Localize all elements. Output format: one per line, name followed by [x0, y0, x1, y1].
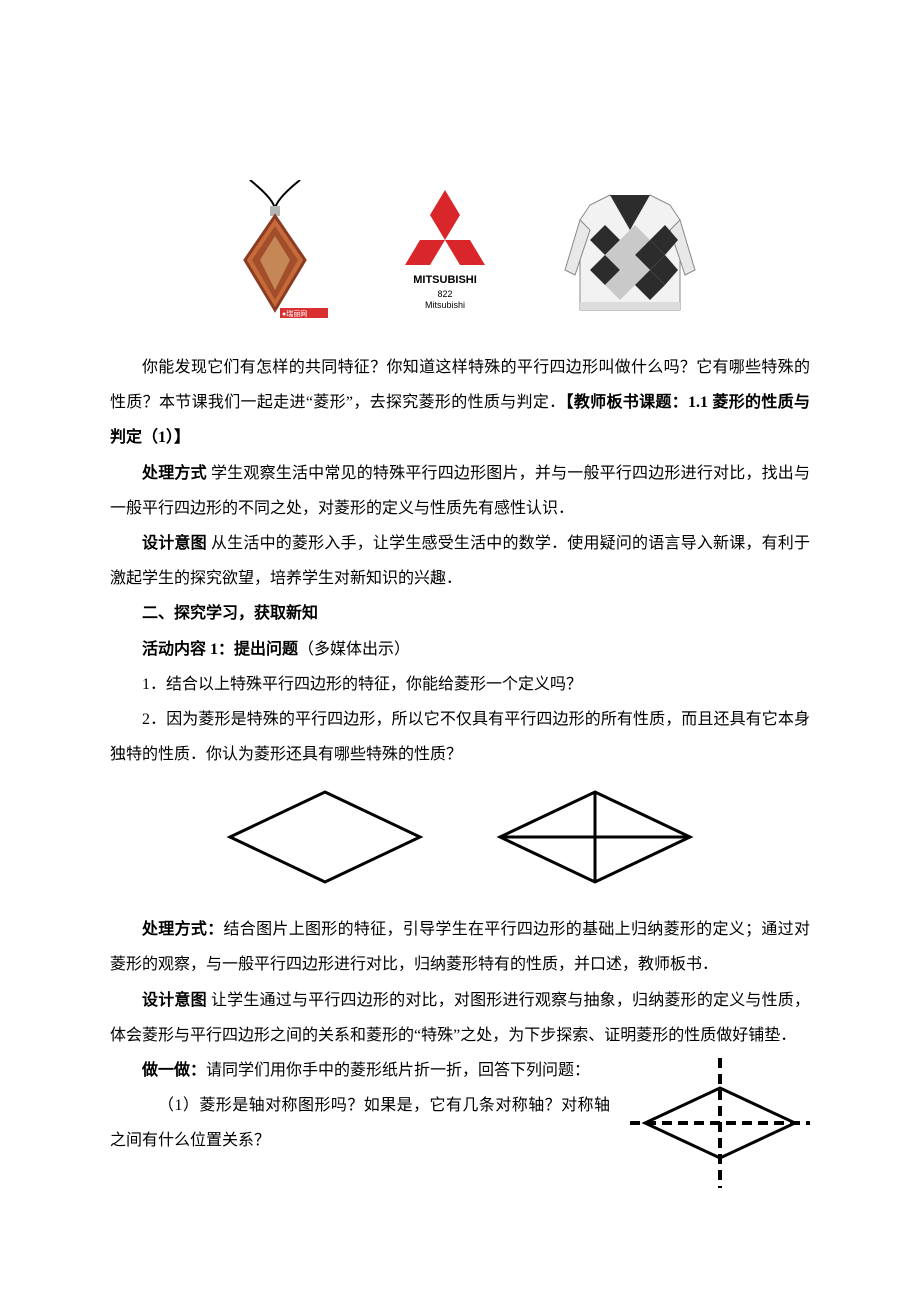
- pendant-image: ●瑞丽网: [220, 180, 330, 320]
- doit-block: 做一做：请同学们用你手中的菱形纸片折一折，回答下列问题： （1）菱形是轴对称图形…: [110, 1053, 810, 1193]
- rhombus-plain: [220, 782, 430, 892]
- proc-text-1: 学生观察生活中常见的特殊平行四边形图片，并与一般平行四边形进行对比，找出与一般平…: [110, 465, 810, 517]
- design-text-1: 从生活中的菱形入手，让学生感受生活中的数学．使用疑问的语言导入新课，有利于激起学…: [110, 535, 810, 587]
- doit-text: 请同学们用你手中的菱形纸片折一折，回答下列问题：: [206, 1062, 590, 1079]
- activity-1-suffix: （多媒体出示）: [298, 641, 410, 658]
- mitsubishi-code: 822: [437, 289, 452, 299]
- proc-label-1: 处理方式: [142, 465, 207, 482]
- intro-paragraph-3: 设计意图 从生活中的菱形入手，让学生感受生活中的数学．使用疑问的语言导入新课，有…: [110, 526, 810, 596]
- sweater-image: [560, 180, 700, 320]
- pendant-tag-text: ●瑞丽网: [282, 309, 307, 318]
- activity-1-label: 活动内容 1：提出问题: [142, 641, 298, 658]
- design-label-1: 设计意图: [142, 535, 207, 552]
- question-2: 2．因为菱形是特殊的平行四边形，所以它不仅具有平行四边形的所有性质，而且还具有它…: [110, 702, 810, 772]
- doit-label: 做一做：: [142, 1062, 206, 1079]
- mitsubishi-text: MITSUBISHI: [413, 274, 477, 286]
- design-text-2: 让学生通过与平行四边形的对比，对图形进行观察与抽象，归纳菱形的定义与性质，体会菱…: [110, 992, 810, 1044]
- question-1: 1．结合以上特殊平行四边形的特征，你能给菱形一个定义吗？: [110, 667, 810, 702]
- rhombus-figure-row: [110, 782, 810, 892]
- mitsubishi-image: MITSUBISHI 822 Mitsubishi: [390, 185, 500, 315]
- section-2-heading: 二、探究学习，获取新知: [110, 596, 810, 631]
- rhombus-dashed-figure: [630, 1058, 810, 1193]
- intro-paragraph-1: 你能发现它们有怎样的共同特征？你知道这样特殊的平行四边形叫做什么吗？它有哪些特殊…: [110, 350, 810, 456]
- proc-label-2: 处理方式：: [142, 921, 224, 938]
- design-label-2: 设计意图: [142, 992, 207, 1009]
- design-paragraph-2: 设计意图 让学生通过与平行四边形的对比，对图形进行观察与抽象，归纳菱形的定义与性…: [110, 983, 810, 1053]
- intro-paragraph-2: 处理方式 学生观察生活中常见的特殊平行四边形图片，并与一般平行四边形进行对比，找…: [110, 456, 810, 526]
- proc-paragraph-2: 处理方式：结合图片上图形的特征，引导学生在平行四边形的基础上归纳菱形的定义；通过…: [110, 912, 810, 982]
- activity-1-heading: 活动内容 1：提出问题（多媒体出示）: [110, 632, 810, 667]
- rhombus-diagonals: [490, 782, 700, 892]
- product-image-row: ●瑞丽网 MITSUBISHI 822 Mitsubishi: [110, 180, 810, 320]
- mitsubishi-sub: Mitsubishi: [425, 300, 465, 310]
